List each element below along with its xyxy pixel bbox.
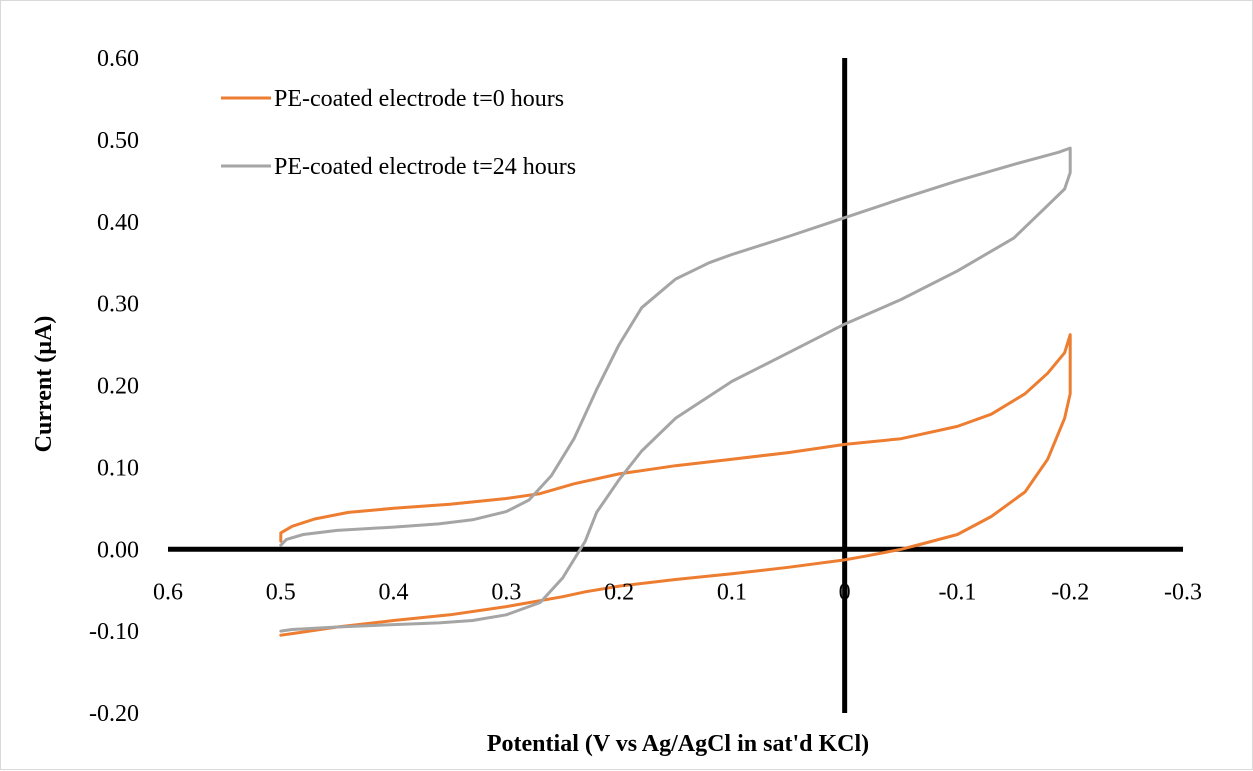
legend-label-2: PE-coated electrode t=24 hours [274,154,576,180]
x-tick-label: -0.2 [1051,579,1089,605]
x-tick-label: 0.6 [153,579,183,605]
y-tick-label: 0.60 [97,46,139,72]
x-axis-title: Potential (V vs Ag/AgCl in sat'd KCl) [487,731,869,757]
y-tick-label: 0.30 [97,292,139,318]
y-tick-label: 0.20 [97,374,139,400]
x-tick-label: 0.3 [491,579,521,605]
x-tick-label: 0.5 [266,579,296,605]
x-tick-label: 0 [839,579,851,605]
series-line-1 [279,333,1072,637]
legend-label-1: PE-coated electrode t=0 hours [274,86,564,112]
x-tick-label: -0.3 [1164,579,1202,605]
series-line-2 [279,146,1072,633]
y-tick-label: -0.20 [89,701,139,727]
x-tick-label: 0.2 [604,579,634,605]
x-tick-label: 0.4 [379,579,409,605]
y-tick-label: 0.40 [97,210,139,236]
y-tick-label: 0.50 [97,128,139,154]
y-tick-label: 0.10 [97,455,139,481]
y-tick-label: -0.10 [89,619,139,645]
x-tick-label: -0.1 [938,579,976,605]
x-tick-label: 0.1 [717,579,747,605]
y-tick-label: 0.00 [97,537,139,563]
y-axis-title: Current (µA) [31,316,57,453]
